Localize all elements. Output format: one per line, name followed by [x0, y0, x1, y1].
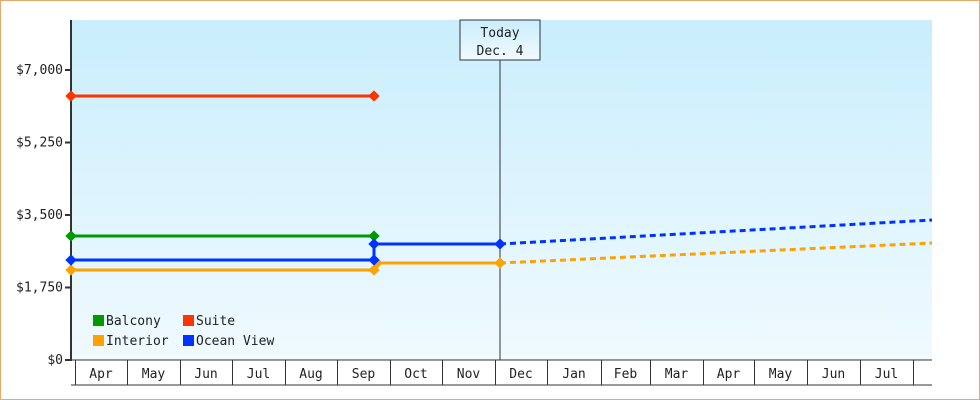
month-label: Dec	[509, 367, 532, 382]
legend-item-interior: Interior	[93, 334, 169, 349]
month-label: Jan	[562, 367, 585, 382]
y-axis: $0 $1,750 $3,500 $5,250 $7,000	[16, 20, 72, 368]
month-label: Oct	[404, 367, 427, 382]
legend: Balcony Suite Interior Ocean View	[93, 314, 274, 349]
legend-item-balcony: Balcony	[93, 314, 161, 329]
legend-swatch	[183, 315, 194, 326]
history-line	[71, 242, 500, 262]
month-label: Mar	[665, 367, 689, 382]
legend-swatch	[183, 335, 194, 346]
month-label: Sep	[352, 367, 376, 382]
legend-item-ocean-view: Ocean View	[183, 334, 274, 349]
month-label: May	[769, 367, 793, 382]
series-interior	[65, 241, 933, 276]
month-label: Jul	[247, 367, 270, 382]
today-label-line2: Dec. 4	[477, 44, 524, 59]
legend-swatch	[93, 315, 104, 326]
month-label: Apr	[89, 367, 113, 382]
legend-label: Suite	[196, 314, 235, 329]
legend-item-suite: Suite	[183, 314, 235, 329]
month-label: Jun	[194, 367, 217, 382]
month-label: May	[142, 367, 166, 382]
y-tick-label: $3,500	[16, 208, 63, 223]
series-balcony	[65, 230, 380, 242]
data-point-marker	[494, 257, 506, 269]
month-label: Nov	[457, 367, 481, 382]
data-point-marker	[494, 238, 506, 250]
data-point-marker	[368, 238, 380, 250]
legend-swatch	[93, 335, 104, 346]
projection-line	[499, 241, 933, 265]
y-tick-label: $0	[47, 353, 63, 368]
x-axis: Apr May Jun Jul Aug Sep Oct Nov Dec Jan Feb Mar Apr M…	[71, 359, 932, 386]
plot-area	[71, 20, 932, 360]
month-label: Apr	[717, 367, 741, 382]
today-label-line1: Today	[480, 26, 519, 41]
legend-label: Interior	[106, 334, 169, 349]
month-label: Feb	[614, 367, 638, 382]
series-lines	[65, 90, 933, 276]
month-label: Jun	[822, 367, 845, 382]
data-point-marker	[368, 230, 380, 242]
legend-label: Ocean View	[196, 334, 274, 349]
series-ocean-view	[65, 218, 933, 266]
month-label: Jul	[875, 367, 898, 382]
data-point-marker	[368, 254, 380, 266]
month-label: Aug	[299, 367, 322, 382]
projection-line	[499, 218, 933, 246]
y-tick-label: $1,750	[16, 281, 63, 296]
legend-label: Balcony	[106, 314, 161, 329]
y-tick-label: $7,000	[16, 63, 63, 78]
today-label-box	[459, 19, 541, 61]
y-tick-label: $5,250	[16, 136, 63, 151]
today-marker: Today Dec. 4	[459, 19, 541, 360]
